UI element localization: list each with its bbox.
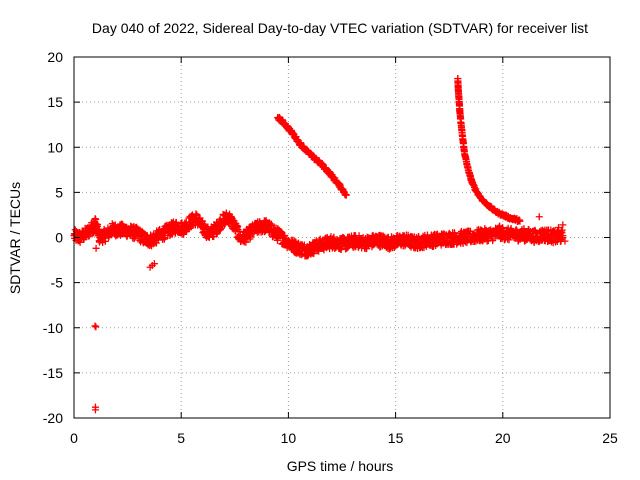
y-tick-label: 0 (55, 230, 63, 246)
data-point (505, 236, 513, 244)
x-tick-label: 25 (602, 430, 618, 446)
data-point (91, 322, 99, 330)
x-tick-label: 20 (495, 430, 511, 446)
axis-ticks: 0 5 10 15 20 25 -20 -15 -10 -5 0 5 10 15 20 (43, 49, 618, 446)
data-point (516, 217, 524, 225)
y-tick-label: -20 (43, 410, 63, 426)
data-point (555, 224, 563, 232)
x-axis-label: GPS time / hours (287, 458, 394, 474)
x-tick-label: 5 (177, 430, 185, 446)
data-point (557, 235, 565, 243)
data-point (363, 245, 371, 253)
data-point (559, 232, 567, 240)
data-point (91, 406, 99, 414)
y-tick-label: 5 (55, 184, 63, 200)
data-point (489, 235, 497, 243)
y-tick-label: 10 (47, 139, 63, 155)
data-point (342, 191, 350, 199)
data-point (247, 233, 255, 241)
data-point (273, 236, 281, 244)
x-tick-label: 10 (281, 430, 297, 446)
y-tick-label: -15 (43, 365, 63, 381)
x-tick-label: 15 (388, 430, 404, 446)
data-point (561, 237, 569, 245)
x-tick-label: 0 (70, 430, 78, 446)
y-axis-label: SDTVAR / TECUs (7, 182, 23, 294)
y-tick-label: -5 (51, 275, 64, 291)
data-point (92, 244, 100, 252)
data-point (150, 260, 158, 268)
data-point (559, 221, 567, 229)
y-tick-label: 20 (47, 49, 63, 65)
data-point (535, 213, 543, 221)
data-point (94, 220, 102, 228)
data-point (198, 217, 206, 225)
y-tick-label: 15 (47, 94, 63, 110)
y-tick-label: -10 (43, 320, 63, 336)
chart-title: Day 040 of 2022, Sidereal Day-to-day VTE… (92, 20, 588, 36)
data-marks (70, 75, 569, 414)
data-point (92, 323, 100, 331)
